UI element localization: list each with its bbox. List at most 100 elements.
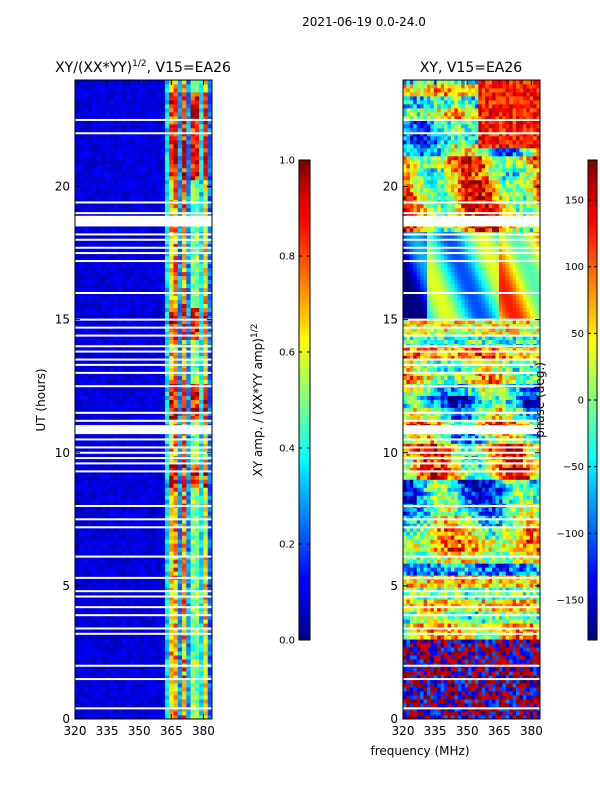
left-heat-cell	[173, 691, 179, 696]
left-heat-cell	[177, 263, 183, 269]
left-heat-cell	[190, 275, 196, 281]
left-heat-cell	[79, 691, 84, 696]
left-heat-cell	[87, 491, 93, 496]
left-heat-cell	[182, 599, 187, 604]
left-heat-cell	[156, 175, 162, 181]
left-heat-cell	[199, 647, 204, 652]
left-heat-cell	[92, 155, 97, 161]
left-heat-cell	[87, 135, 93, 141]
left-heat-cell	[143, 103, 149, 109]
left-heat-cell	[113, 571, 119, 576]
left-heat-cell	[117, 603, 123, 608]
left-heat-cell	[164, 103, 170, 109]
left-heat-cell	[134, 135, 140, 141]
left-heat-cell	[164, 283, 170, 289]
left-heat-cell	[156, 307, 162, 313]
left-heat-cell	[139, 127, 144, 133]
left-heat-cell	[92, 279, 97, 285]
left-heat-cell	[147, 579, 153, 584]
left-heat-cell	[177, 203, 183, 209]
left-heat-cell	[130, 99, 136, 105]
left-heat-cell	[147, 255, 153, 261]
left-heat-cell	[87, 319, 93, 325]
left-heat-cell	[134, 531, 140, 536]
left-heat-cell	[143, 687, 149, 692]
left-heat-cell	[164, 479, 170, 484]
left-heat-cell	[207, 307, 213, 313]
left-heat-cell	[109, 195, 114, 201]
left-heat-cell	[173, 119, 179, 125]
left-heat-cell	[164, 599, 170, 604]
left-heat-cell	[207, 379, 213, 384]
left-heat-cell	[147, 643, 153, 648]
left-heat-cell	[207, 147, 213, 153]
left-heat-cell	[75, 675, 80, 680]
left-heat-cell	[100, 711, 106, 716]
left-heat-cell	[83, 355, 89, 360]
left-heat-cell	[139, 247, 144, 253]
left-heat-cell	[117, 375, 123, 380]
left-heat-cell	[126, 563, 132, 568]
left-heat-cell	[164, 547, 170, 552]
left-heat-cell	[104, 583, 110, 588]
left-heat-cell	[143, 123, 149, 129]
left-heat-cell	[156, 691, 162, 696]
left-heat-cell	[75, 539, 80, 544]
left-heat-cell	[75, 271, 80, 277]
left-heat-cell	[104, 203, 110, 209]
left-heat-cell	[139, 587, 144, 592]
left-heat-cell	[79, 639, 84, 644]
left-heat-cell	[203, 115, 209, 121]
left-heat-cell	[143, 183, 149, 189]
left-heat-cell	[122, 351, 127, 356]
left-heat-cell	[190, 171, 196, 177]
left-heat-cell	[190, 95, 196, 101]
left-heat-cell	[143, 279, 149, 285]
left-heat-cell	[122, 107, 127, 113]
left-heat-cell	[75, 487, 80, 492]
left-heat-cell	[126, 591, 132, 596]
left-heat-cell	[203, 299, 209, 305]
left-heat-cell	[186, 115, 191, 121]
left-heat-cell	[194, 683, 200, 688]
left-heat-cell	[83, 283, 89, 289]
left-heat-cell	[182, 447, 187, 452]
left-heat-cell	[194, 255, 200, 261]
left-heat-cell	[92, 267, 97, 273]
left-heat-cell	[177, 339, 183, 344]
left-heat-cell	[173, 171, 179, 177]
left-heat-cell	[139, 263, 144, 269]
left-heat-cell	[130, 235, 136, 241]
left-heat-cell	[75, 511, 80, 516]
left-heat-cell	[194, 239, 200, 245]
left-heat-cell	[152, 315, 157, 321]
left-heat-cell	[203, 387, 209, 392]
left-heat-cell	[190, 307, 196, 313]
left-heat-cell	[203, 535, 209, 540]
left-heat-cell	[109, 439, 114, 444]
left-heat-cell	[126, 239, 132, 245]
left-heat-cell	[169, 675, 174, 680]
left-heat-cell	[109, 191, 114, 197]
left-heat-cell	[182, 587, 187, 592]
left-heat-cell	[79, 563, 84, 568]
left-heat-cell	[117, 647, 123, 652]
left-heat-cell	[182, 435, 187, 440]
left-heat-cell	[207, 387, 213, 392]
left-heat-cell	[75, 567, 80, 572]
left-heat-cell	[169, 687, 174, 692]
left-heat-cell	[139, 415, 144, 420]
left-heat-cell	[164, 395, 170, 400]
left-heat-cell	[109, 103, 114, 109]
left-heat-cell	[126, 151, 132, 157]
left-heat-cell	[75, 623, 80, 628]
left-heat-cell	[130, 515, 136, 520]
left-heat-cell	[87, 671, 93, 676]
left-heat-cell	[139, 571, 144, 576]
left-heat-cell	[104, 163, 110, 169]
left-heat-cell	[100, 203, 106, 209]
left-heat-cell	[87, 619, 93, 624]
left-heat-cell	[207, 647, 213, 652]
left-heat-cell	[190, 551, 196, 556]
left-heat-cell	[199, 687, 204, 692]
